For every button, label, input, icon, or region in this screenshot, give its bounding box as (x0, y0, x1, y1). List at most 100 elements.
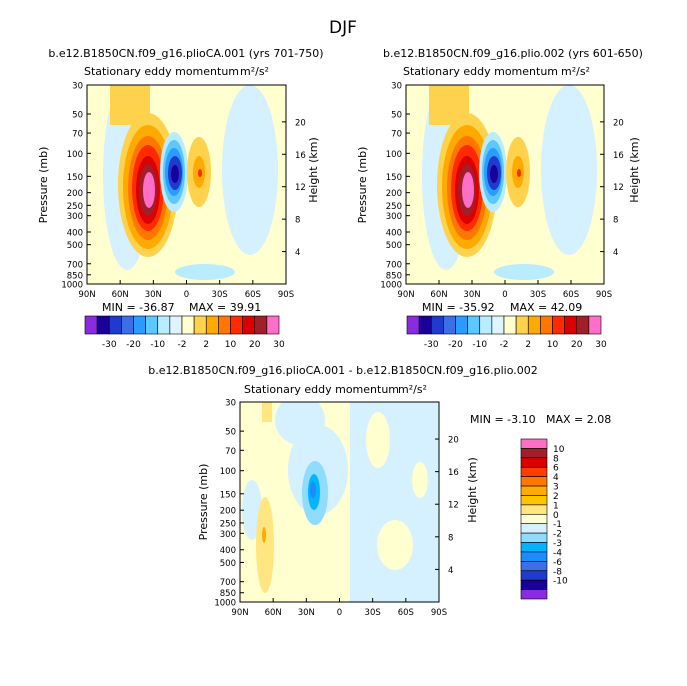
y-tick-label: 100 (386, 150, 402, 160)
max-label: MAX = 39.91 (189, 301, 261, 314)
contour-fill-layer (242, 402, 439, 602)
y-tick-label: 700 (386, 260, 402, 270)
lower-blue-patch (494, 264, 554, 280)
colorbar-label: -20 (448, 340, 463, 350)
colorbar-swatch (157, 315, 171, 335)
y2-tick-label: 20 (613, 118, 624, 128)
colorbar-label: -2 (500, 340, 509, 350)
light-blue-region-right (350, 402, 439, 602)
y-tick-label: 500 (386, 241, 402, 251)
colorbar-swatch (520, 589, 548, 600)
negative-lobe-core (310, 482, 316, 498)
colorbar-swatch (169, 315, 183, 335)
colorbar-swatch (181, 315, 195, 335)
x-tick-label: 30N (298, 608, 315, 618)
yellow-blob-upper (366, 412, 390, 468)
colorbar-label: 30 (273, 340, 285, 350)
colorbar-swatch (520, 542, 548, 553)
y-tick-label: 700 (220, 578, 236, 588)
colorbar-swatch (520, 495, 548, 506)
colorbar-swatch (84, 315, 98, 335)
colorbar-swatch (520, 523, 548, 534)
y-tick-label: 30 (225, 399, 236, 409)
y-tick-label: 50 (72, 110, 83, 120)
y2-tick-label: 16 (448, 468, 459, 478)
y-axis-label: Pressure (mb) (197, 464, 210, 541)
page-title: DJF (329, 18, 357, 38)
contour-fill-layer (103, 85, 278, 280)
x-tick-label: 0 (337, 608, 342, 618)
colorbar-swatch (467, 315, 481, 335)
y2-tick-label: 4 (448, 566, 453, 576)
y-tick-label: 150 (386, 173, 402, 183)
y2-tick-labels: 20 16 12 8 4 (600, 118, 624, 258)
y2-tick-label: 4 (613, 248, 618, 258)
colorbar-swatch (520, 551, 548, 562)
panel-difference: b.e12.B1850CN.f09_g16.plioCA.001 - b.e12… (148, 364, 611, 618)
x-tick-label: 90N (231, 608, 248, 618)
panel-units: m²/s² (398, 383, 427, 396)
colorbar-swatch (242, 315, 256, 335)
negative-lobe-core (490, 165, 498, 183)
colorbar-label: 10 (225, 340, 237, 350)
colorbar-swatch (205, 315, 219, 335)
y2-tick-label: 20 (448, 436, 459, 446)
colorbar-label: 10 (547, 340, 559, 350)
x-tick-label: 30N (145, 290, 162, 300)
y-tick-label: 50 (391, 110, 402, 120)
colorbar-swatch (520, 532, 548, 543)
y-axis-label: Pressure (mb) (37, 147, 50, 224)
colorbar-swatch (418, 315, 432, 335)
colorbar-label: 2 (553, 492, 559, 502)
colorbar-swatch (527, 315, 541, 335)
y2-tick-label: 12 (448, 501, 459, 511)
colorbar-swatch (491, 315, 505, 335)
colorbar-label: -4 (553, 548, 562, 558)
colorbar-swatch (540, 315, 553, 335)
y2-tick-labels: 20 16 12 8 4 (435, 436, 459, 576)
x-tick-label: 90S (596, 290, 612, 300)
y2-tick-label: 16 (295, 151, 306, 161)
x-tick-label: 0 (502, 290, 507, 300)
x-tick-label: 30N (463, 290, 480, 300)
positive-column-top (262, 402, 272, 422)
y-tick-label: 700 (67, 260, 83, 270)
max-label: MAX = 42.09 (510, 301, 582, 314)
colorbar-swatch (230, 315, 243, 335)
colorbar-swatch (443, 315, 456, 335)
colorbar-label: 20 (249, 340, 261, 350)
y2-tick-label: 8 (448, 533, 453, 543)
y-tick-label: 30 (72, 82, 83, 92)
colorbar-swatch (520, 466, 548, 477)
colorbar-swatch (564, 315, 578, 335)
y-tick-label: 70 (225, 447, 236, 457)
colorbar-swatch (520, 448, 548, 459)
colorbar-label: 4 (553, 473, 559, 483)
colorbar-label: -30 (102, 340, 117, 350)
y-tick-label: 30 (391, 82, 402, 92)
y-tick-label: 1000 (380, 281, 402, 291)
y2-tick-labels: 20 16 12 8 4 (282, 118, 306, 258)
colorbar-swatch (479, 315, 493, 335)
yellow-blob-right (412, 462, 428, 498)
y2-axis-label: Height (km) (307, 137, 320, 203)
y2-axis-label: Height (km) (466, 457, 479, 523)
colorbar-swatch (552, 315, 565, 335)
colorbar-label: -3 (553, 539, 562, 549)
x-tick-label: 90S (278, 290, 294, 300)
colorbar-swatch (145, 315, 159, 335)
y-tick-label: 400 (67, 228, 83, 238)
y-tick-label: 70 (72, 130, 83, 140)
secondary-positive-core (517, 169, 521, 177)
yellow-blob-lower (377, 520, 413, 570)
x-tick-label: 90S (431, 608, 447, 618)
y-tick-label: 200 (67, 189, 83, 199)
min-label: MIN = -36.87 (102, 301, 175, 314)
colorbar-top-right: -30 -20 -10 -2 2 10 20 30 (406, 315, 607, 350)
colorbar-label: 2 (525, 340, 531, 350)
x-tick-label: 30S (212, 290, 228, 300)
x-tick-labels: 90N 60N 30N 0 30S 60S 90S (78, 280, 294, 300)
positive-column-lower (256, 497, 274, 593)
